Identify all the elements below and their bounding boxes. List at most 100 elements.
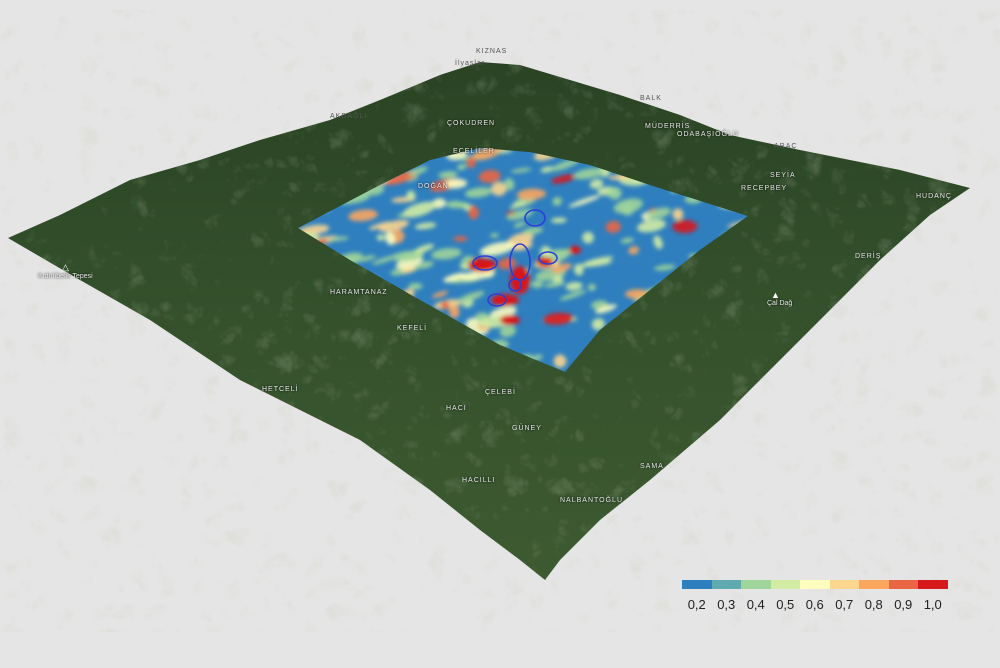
legend-tick-label: 0,7 <box>835 597 854 612</box>
overlay-patch <box>440 301 450 310</box>
contour-line <box>509 243 531 281</box>
overlay-patch <box>513 221 527 228</box>
overlay-patch <box>506 209 534 220</box>
overlay-patch <box>348 209 378 222</box>
overlay-patch <box>478 169 501 184</box>
overlay-patch <box>391 250 423 262</box>
overlay-patch <box>456 163 467 171</box>
overlay-patch <box>499 325 516 338</box>
overlay-patch <box>543 312 574 325</box>
overlay-patch <box>329 236 349 241</box>
place-label: KIZNAS <box>476 48 508 55</box>
place-label: GÜNEY <box>512 425 542 432</box>
overlay-patch <box>510 168 532 173</box>
overlay-patch <box>498 257 516 270</box>
overlay-patch <box>464 187 493 198</box>
overlay-patch <box>466 156 476 169</box>
overlay-patch <box>438 171 458 179</box>
overlay-patch <box>550 217 567 224</box>
overlay-patch <box>583 256 614 265</box>
mountain-icon: ▲ <box>771 290 780 300</box>
legend-color-bar <box>682 580 948 589</box>
overlay-patch <box>591 318 605 331</box>
place-label: HACI <box>446 405 467 412</box>
overlay-patch <box>408 282 423 290</box>
legend-swatch <box>711 580 741 589</box>
overlay-patch <box>443 272 467 283</box>
overlay-patch <box>376 234 385 241</box>
place-label: HUDANÇ <box>916 193 952 200</box>
place-label: ARAÇ <box>774 143 798 150</box>
overlay-patch <box>413 244 435 254</box>
contour-line <box>508 278 522 292</box>
place-label: RECEPBEY <box>741 185 788 192</box>
overlay-patch <box>444 178 468 189</box>
place-label: AKDAĞLI <box>330 113 368 120</box>
overlay-patch <box>646 207 671 220</box>
overlay-patch <box>395 256 423 269</box>
place-label: Çal Dağ <box>767 300 793 307</box>
legend-tick-label: 1,0 <box>923 597 942 612</box>
overlay-patch <box>544 281 565 288</box>
legend-swatch <box>770 580 800 589</box>
legend-swatch <box>741 580 771 589</box>
overlay-patch <box>559 290 587 301</box>
legend-swatch <box>682 580 712 589</box>
place-label: ODABAŞIOĞLU <box>677 131 739 138</box>
overlay-patch <box>523 227 543 235</box>
overlay-patch <box>672 208 684 221</box>
overlay-patch <box>589 179 604 189</box>
legend-swatch <box>918 580 948 589</box>
overlay-patch <box>516 188 547 200</box>
overlay-patch <box>460 270 494 281</box>
contour-line <box>487 293 507 307</box>
overlay-patch <box>402 201 437 218</box>
overlay-patch <box>354 255 377 262</box>
overlay-patch <box>408 166 428 176</box>
place-label: HACILLI <box>462 477 496 484</box>
overlay-patch <box>550 158 580 172</box>
legend-tick-label: 0,9 <box>894 597 913 612</box>
place-label: HETCELİ <box>262 386 299 393</box>
overlay-patch <box>551 174 576 184</box>
overlay-patch <box>509 201 527 209</box>
overlay-patch <box>479 241 515 256</box>
overlay-patch <box>565 281 583 291</box>
overlay-patch <box>431 247 462 260</box>
legend-swatch <box>800 580 830 589</box>
legend-tick-label: 0,3 <box>717 597 736 612</box>
overlay-patch <box>406 190 416 201</box>
legend-tick-label: 0,5 <box>776 597 795 612</box>
overlay-patch <box>595 304 617 314</box>
overlay-patch <box>468 205 479 220</box>
place-label: SAMA <box>640 463 664 470</box>
legend-swatch <box>859 580 889 589</box>
place-label: MÜDERRİS <box>645 123 691 130</box>
overlay-patch <box>672 219 698 234</box>
overlay-patch <box>653 235 663 250</box>
overlay-patch <box>608 187 622 200</box>
overlay-patch <box>605 220 621 234</box>
overlay-hotspot <box>500 315 520 325</box>
contour-line <box>538 251 558 265</box>
overlay-patch <box>628 246 640 255</box>
overlay-patch <box>371 254 399 265</box>
overlay-patch <box>531 280 544 289</box>
overlay-patch <box>384 231 396 246</box>
legend-ticks: 0,2 0,3 0,4 0,5 0,6 0,7 0,8 0,9 1,0 <box>682 597 948 612</box>
place-label: HARAMTANAZ <box>330 289 388 296</box>
overlay-hotspot <box>569 246 581 254</box>
overlay-patch <box>432 290 448 298</box>
overlay-patch <box>532 354 543 361</box>
place-label: BALK <box>640 95 662 102</box>
place-label: Kıdırlıbelik Tepesi <box>38 273 93 280</box>
place-label: İlyaslar <box>455 60 486 67</box>
overlay-patch <box>491 181 507 196</box>
overlay-hotspot <box>491 294 519 306</box>
mountain-icon: △ <box>62 262 69 272</box>
overlay-patch <box>582 231 594 244</box>
legend-tick-label: 0,2 <box>687 597 706 612</box>
place-label: ECELİLER <box>453 148 495 155</box>
